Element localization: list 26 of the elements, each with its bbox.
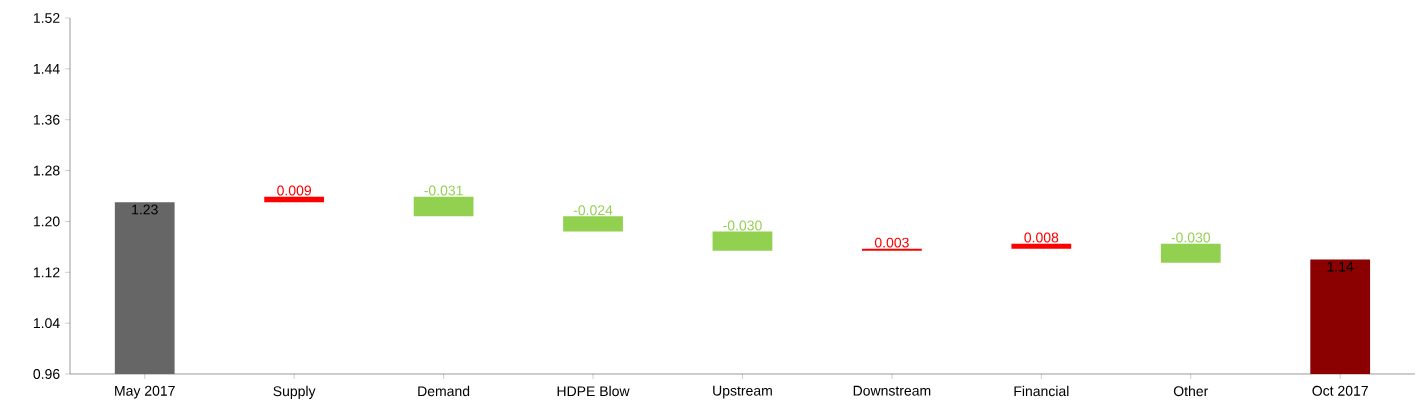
data-label: -0.031 [424,185,463,196]
y-tick-label: 1.52 [33,13,60,23]
x-tick-label: May 2017 [115,385,175,399]
y-tick-label: 1.44 [33,64,60,74]
y-tick-label: 1.20 [33,216,60,227]
y-tick-label: 1.28 [33,165,60,176]
y-tick-label: 1.12 [33,267,60,278]
x-tick-label: Upstream [713,385,772,399]
data-label: -0.030 [723,220,762,231]
x-tick-label: Financial [1014,385,1069,397]
data-label: 0.009 [277,185,312,196]
data-label: 0.008 [1024,232,1059,243]
x-tick-label: Demand [418,385,470,397]
x-tick-label: Downstream [853,385,931,396]
x-tick-label: HDPE Blow [557,385,630,397]
data-label: -0.030 [1171,232,1211,243]
y-tick-label: 0.96 [33,369,60,379]
x-tick-label: Supply [273,385,316,399]
y-tick-label: 1.04 [33,318,60,329]
data-label: 1.14 [1327,261,1354,272]
y-tick-label: 1.36 [33,114,60,125]
x-tick-label: Oct 2017 [1312,385,1368,396]
data-label: 0.003 [874,237,909,248]
data-label: -0.024 [573,205,613,216]
x-tick-label: Other [1173,385,1209,397]
data-label: 1.23 [132,204,158,215]
